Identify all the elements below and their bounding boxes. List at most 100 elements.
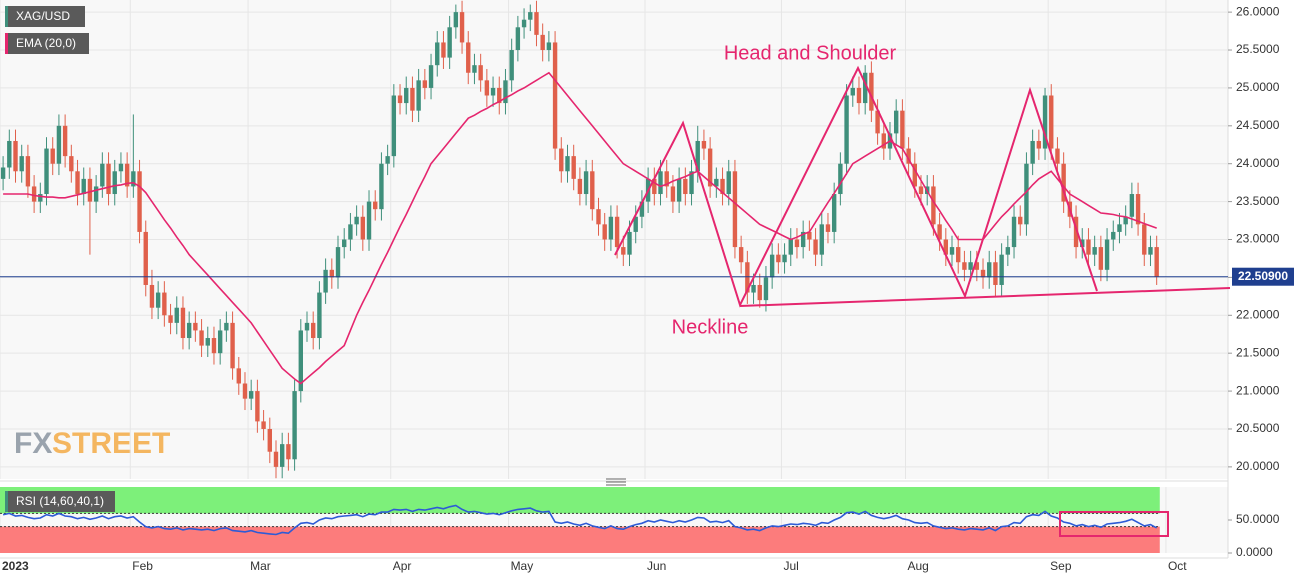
candle-body xyxy=(360,216,366,240)
candle-body xyxy=(949,247,955,255)
candle-body xyxy=(180,307,186,339)
candle-body xyxy=(1129,194,1135,217)
y-tick-label: 23.5000 xyxy=(1236,194,1280,208)
candle-body xyxy=(174,307,179,323)
candle-body xyxy=(850,87,855,96)
candle-body xyxy=(106,163,111,195)
candle-body xyxy=(540,34,545,51)
watermark-fx: FX xyxy=(14,427,52,460)
candle-body xyxy=(528,12,533,20)
candle-body xyxy=(478,65,483,81)
candle-body xyxy=(732,171,738,248)
candle-body xyxy=(354,216,359,225)
ema-label[interactable]: EMA (20,0) xyxy=(5,33,89,54)
candle-body xyxy=(627,231,632,255)
candle-body xyxy=(800,231,806,248)
candle-body xyxy=(224,322,229,331)
candle-body xyxy=(980,269,986,278)
candle-body xyxy=(676,178,682,202)
candle-body xyxy=(726,171,731,195)
y-tick-label: 24.0000 xyxy=(1236,156,1280,170)
candle-body xyxy=(236,368,241,384)
symbol-text: XAG/USD xyxy=(16,9,70,23)
candle-body xyxy=(956,247,961,263)
candle-body xyxy=(534,12,539,35)
candle-body xyxy=(38,194,43,202)
x-tick-label: Mar xyxy=(250,559,271,573)
candle-body xyxy=(193,322,198,331)
candle-body xyxy=(683,178,688,195)
candle-body xyxy=(943,239,949,255)
candle-body xyxy=(974,262,980,270)
candle-body xyxy=(311,322,316,339)
annotation-neckline: Neckline xyxy=(672,316,749,338)
candle-body xyxy=(112,171,117,195)
candle-body xyxy=(782,254,787,263)
candle-body xyxy=(217,330,223,354)
candle-body xyxy=(242,383,248,399)
rsi-highlight xyxy=(1059,511,1169,537)
candle-body xyxy=(62,125,68,157)
candle-body xyxy=(881,133,886,149)
candle-body xyxy=(25,156,31,187)
candle-body xyxy=(298,330,303,392)
candle-body xyxy=(323,269,328,293)
candle-body xyxy=(1092,247,1097,255)
candle-body xyxy=(230,322,235,369)
candle-body xyxy=(937,224,942,240)
candle-body xyxy=(453,12,459,28)
candle-body xyxy=(577,178,583,195)
candle-body xyxy=(50,148,55,164)
candle-body xyxy=(422,80,428,88)
candle-body xyxy=(701,140,707,149)
divider-handle[interactable] xyxy=(606,478,626,486)
candle-body xyxy=(205,338,210,346)
candle-body xyxy=(304,322,310,331)
candle-body xyxy=(1154,247,1159,277)
candle-body xyxy=(410,87,415,111)
candle-body xyxy=(273,451,279,467)
candle-body xyxy=(912,163,917,187)
candle-body xyxy=(279,444,285,467)
rsi-label[interactable]: RSI (14,60,40,1) xyxy=(5,491,115,512)
candle-body xyxy=(521,19,527,28)
candle-body xyxy=(317,292,322,339)
x-tick-label: Jun xyxy=(647,559,666,573)
y-tick-label: 24.5000 xyxy=(1236,118,1280,132)
candle-body xyxy=(441,42,446,58)
candle-body xyxy=(906,148,911,164)
candle-body xyxy=(633,216,638,232)
last-price-label: 22.50900 xyxy=(1238,269,1288,283)
candle-body xyxy=(1086,239,1091,255)
candle-body xyxy=(75,171,80,195)
candle-body xyxy=(565,156,570,172)
candle-body xyxy=(366,201,372,240)
candle-body xyxy=(769,254,775,278)
candle-body xyxy=(993,262,998,285)
candle-body xyxy=(807,231,812,240)
candle-body xyxy=(763,277,769,301)
candle-body xyxy=(1061,163,1066,202)
candle-body xyxy=(707,148,713,187)
candle-body xyxy=(329,269,335,278)
plot: 20.0000 20.5000 21.0000 21.5000 22.0000 22.50… xyxy=(0,0,1294,573)
candle-body xyxy=(1098,247,1104,270)
symbol-label[interactable]: XAG/USD xyxy=(5,6,85,27)
candle-body xyxy=(745,262,750,293)
candle-body xyxy=(738,247,744,263)
candle-body xyxy=(509,50,514,81)
candle-body xyxy=(596,209,601,225)
x-tick-label: Aug xyxy=(907,559,928,573)
candle-body xyxy=(875,110,880,134)
candle-body xyxy=(838,163,843,195)
candle-body xyxy=(497,87,502,104)
candle-body xyxy=(81,178,86,195)
candle-body xyxy=(918,186,924,195)
candle-body xyxy=(583,171,589,195)
candle-body xyxy=(515,27,521,51)
candle-body xyxy=(968,262,973,270)
candle-body xyxy=(7,140,12,168)
candle-body xyxy=(131,171,136,187)
candle-body xyxy=(186,322,192,339)
